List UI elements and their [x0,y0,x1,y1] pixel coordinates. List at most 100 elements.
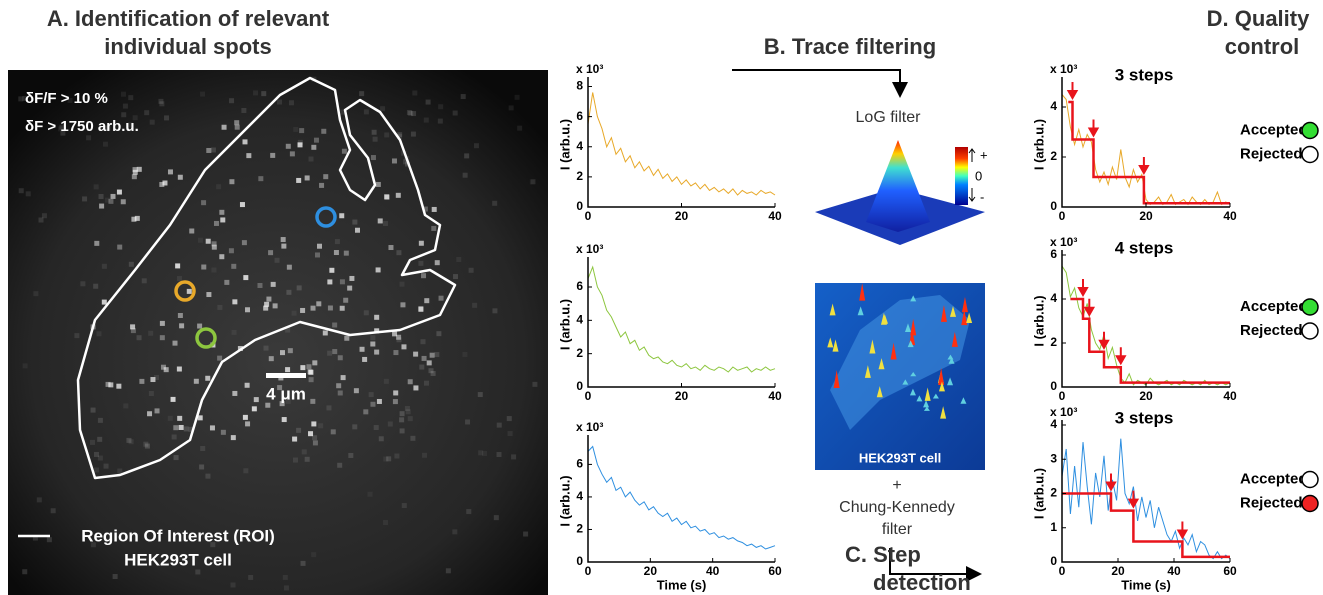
speckle [98,193,104,199]
speckle [105,381,111,387]
x-tick-label: 40 [768,389,782,403]
panel-title: detection [873,570,971,595]
speckle [306,364,312,370]
speckle [399,428,405,434]
spike [961,296,968,313]
speckle [352,424,358,430]
colorbar-label: - [980,189,984,204]
spike [961,309,968,326]
speckle [241,240,247,246]
speckle [159,335,165,341]
y-tick-label: 0 [1050,199,1057,213]
speckle [41,213,47,219]
spike [923,406,930,411]
speckle [280,237,286,243]
speckle [246,153,252,159]
speckle [230,582,236,588]
x-tick-label: 0 [1059,209,1066,223]
speckle [438,104,444,110]
y-tick-label: 0 [1050,554,1057,568]
x-tick-label: 60 [1223,564,1237,578]
speckle [121,112,127,118]
speckle [179,323,185,329]
speckle [321,128,327,134]
x-tick-label: 20 [1139,209,1153,223]
speckle [279,350,285,356]
speckle [293,126,299,132]
speckle [405,409,411,415]
speckle [286,264,292,270]
speckle [159,320,165,326]
spike [949,305,956,317]
speckle [349,275,355,281]
x-tick-label: 20 [1139,389,1153,403]
speckle [206,147,212,153]
speckle [253,90,259,96]
speckle [431,206,437,212]
speckle [159,181,165,187]
speckle [339,279,345,285]
speckle [120,91,126,97]
speckle [314,252,320,258]
speckle [363,310,369,316]
speckle [162,180,168,186]
speckle [268,250,274,256]
x-axis-label: Time (s) [657,577,707,592]
speckle [22,363,28,369]
speckle [375,181,381,187]
speckle [164,115,170,121]
speckle [211,267,217,273]
speckle [420,339,426,345]
speckle [132,115,138,121]
speckle [310,398,316,404]
speckle [466,509,472,515]
colorbar-label: 0 [975,168,982,183]
speckle [112,574,118,580]
speckle [424,380,430,386]
speckle [384,132,390,138]
speckle [367,491,373,497]
speckle [108,198,114,204]
panel-title: C. Step [845,542,921,567]
trace [1061,265,1231,386]
speckle [380,106,386,112]
rejected-indicator [1301,494,1319,513]
x-tick-label: 0 [585,564,592,578]
speckle [403,159,409,165]
speckle [101,299,107,305]
speckle [300,307,306,313]
speckle [108,382,114,388]
speckle [167,415,173,421]
speckle [396,334,402,340]
step-fit [1070,297,1230,384]
speckle [183,426,189,432]
spike [910,295,917,302]
y-axis-label: I (arb.u.) [557,119,572,170]
speckle [418,240,424,246]
speckle [424,298,430,304]
accepted-label: Accepted [1240,470,1308,487]
speckle [472,302,478,308]
speckle [406,110,412,116]
speckle [384,194,390,200]
speckle [452,529,458,535]
speckle [423,117,429,123]
speckle [401,344,407,350]
log-peak [866,140,930,232]
speckle [286,289,292,295]
speckle [173,425,179,431]
spike [902,379,909,385]
speckle [517,125,523,131]
steps-label: 3 steps [1115,65,1174,84]
speckle [93,184,99,190]
speckle [277,385,283,391]
y-tick-label: 6 [576,279,583,293]
speckle [128,95,134,101]
y-tick-label: 2 [576,169,583,183]
spike [940,406,947,419]
speckle [282,574,288,580]
speckle [132,169,138,175]
speckle [189,228,195,234]
speckle [285,143,291,149]
speckle [462,351,468,357]
